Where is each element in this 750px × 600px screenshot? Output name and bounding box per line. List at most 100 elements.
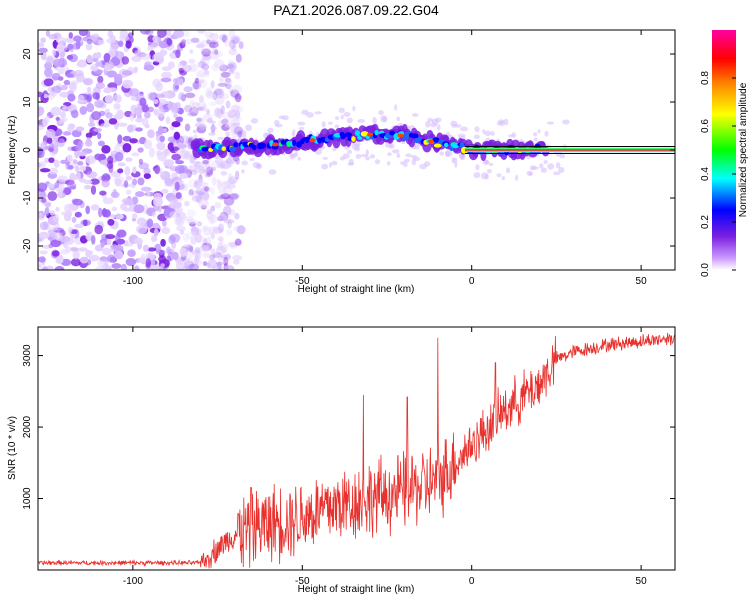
noise-blob: [64, 210, 73, 218]
noise-blob: [202, 57, 210, 65]
colorbar: 0.0 0.2 0.4 0.6 0.8 Normalized spectral ampl…: [700, 30, 749, 277]
noise-blob: [129, 88, 140, 97]
noise-blob: [228, 193, 239, 199]
noise-blob: [221, 35, 227, 43]
x-tick-label: 50: [636, 276, 648, 287]
noise-blob: [195, 79, 205, 84]
snr-panel: -100 -50 0 50 1000 2000 3000 Height of straig…: [7, 326, 676, 595]
halo-blob: [210, 126, 217, 131]
noise-blob: [201, 225, 208, 232]
noise-blob: [203, 69, 210, 75]
halo-blob: [475, 164, 480, 171]
noise-blob: [88, 122, 96, 127]
noise-blob: [133, 204, 145, 214]
noise-blob: [194, 178, 200, 186]
noise-blob: [85, 205, 90, 215]
noise-blob: [48, 167, 59, 175]
noise-blob: [38, 106, 45, 116]
noise-blob: [230, 123, 236, 133]
noise-blob: [227, 59, 234, 67]
noise-blob: [148, 147, 155, 158]
noise-blob: [50, 106, 62, 116]
noise-blob: [66, 182, 77, 188]
signal-blob: [347, 136, 353, 141]
halo-blob: [444, 150, 451, 158]
signal-blob: [417, 136, 422, 142]
signal-blob: [340, 133, 346, 140]
noise-blob: [45, 30, 51, 37]
halo-blob: [540, 167, 547, 173]
noise-blob: [182, 64, 192, 73]
noise-blob: [193, 180, 202, 189]
noise-blob: [71, 129, 82, 138]
x-tick-label: 0: [469, 576, 475, 587]
noise-blob: [227, 241, 238, 248]
noise-blob: [40, 37, 46, 43]
halo-blob: [297, 156, 301, 161]
noise-blob: [94, 99, 104, 108]
x-tick-label: -50: [295, 576, 310, 587]
noise-blob: [106, 37, 116, 44]
noise-blob: [175, 216, 183, 224]
noise-blob: [190, 226, 199, 236]
noise-blob: [217, 242, 223, 250]
halo-blob: [488, 162, 494, 167]
noise-blob: [52, 58, 64, 67]
noise-blob: [208, 226, 218, 235]
noise-blob: [216, 261, 224, 266]
signal-blob: [354, 130, 361, 136]
noise-blob: [209, 40, 219, 45]
noise-blob: [86, 171, 98, 179]
noise-blob: [85, 155, 96, 165]
noise-blob: [131, 213, 138, 220]
noise-blob: [48, 236, 54, 241]
noise-blob: [183, 86, 193, 93]
noise-blob: [136, 217, 146, 226]
halo-blob: [559, 154, 566, 159]
y-tick-label: 10: [22, 96, 33, 108]
noise-blob: [107, 218, 115, 226]
halo-blob: [555, 162, 561, 169]
noise-blob: [64, 245, 72, 253]
noise-blob: [193, 80, 200, 90]
noise-blob: [104, 94, 114, 104]
noise-blob: [86, 38, 93, 45]
noise-blob: [216, 180, 222, 190]
signal-blob: [351, 136, 356, 142]
halo-blob: [249, 157, 255, 162]
noise-blob: [38, 256, 46, 263]
signal-blob: [261, 143, 266, 149]
noise-blob: [214, 107, 224, 115]
noise-blob: [195, 228, 202, 235]
halo-blob: [501, 176, 506, 181]
noise-blob: [117, 122, 128, 127]
noise-blob: [159, 135, 166, 143]
noise-blob: [174, 181, 180, 192]
halo-blob: [328, 162, 332, 168]
noise-blob: [226, 179, 236, 185]
noise-blob: [223, 256, 229, 267]
noise-blob: [215, 112, 222, 118]
noise-blob: [224, 122, 234, 128]
noise-blob: [221, 112, 231, 119]
noise-blob: [67, 93, 76, 102]
noise-blob: [40, 51, 47, 61]
noise-blob: [68, 32, 74, 39]
noise-blob: [77, 247, 88, 252]
noise-blob: [56, 43, 65, 53]
y-tick-label: 1000: [22, 487, 33, 510]
noise-blob: [90, 65, 99, 72]
noise-blob: [62, 131, 72, 136]
noise-blob: [190, 224, 197, 232]
halo-blob: [531, 166, 539, 170]
noise-blob: [160, 263, 165, 268]
noise-blob: [234, 212, 240, 220]
noise-blob: [91, 110, 102, 121]
noise-blob: [200, 181, 209, 188]
halo-blob: [425, 121, 431, 128]
halo-blob: [533, 137, 538, 142]
noise-blob: [48, 147, 54, 152]
noise-blob: [214, 107, 221, 118]
snr-x-ticks: -100 -50 0 50: [123, 327, 647, 587]
noise-blob: [157, 125, 164, 136]
